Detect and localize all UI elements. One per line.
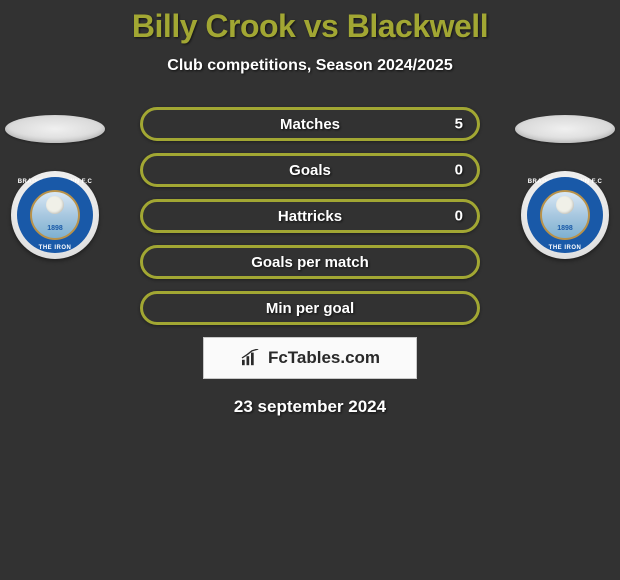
stat-label: Matches: [280, 116, 340, 133]
logo-outer-ring: BRAINTREE TOWN F.C 1898 THE IRON: [11, 171, 99, 259]
stat-label: Goals per match: [251, 254, 369, 271]
stat-label: Goals: [289, 162, 331, 179]
club-year: 1898: [32, 225, 78, 232]
date-text: 23 september 2024: [140, 397, 480, 417]
logo-ball-icon: [556, 196, 574, 214]
club-name-bottom: THE IRON: [521, 245, 609, 251]
stat-row-goals: Goals 0: [140, 153, 480, 187]
logo-inner-scene: 1898: [540, 190, 590, 240]
stat-value: 0: [455, 208, 463, 225]
brand-text: FcTables.com: [268, 348, 380, 368]
comparison-card: Billy Crook vs Blackwell Club competitio…: [0, 0, 620, 417]
main-area: BRAINTREE TOWN F.C 1898 THE IRON BRAINTR…: [0, 107, 620, 417]
stat-label: Hattricks: [278, 208, 342, 225]
page-title: Billy Crook vs Blackwell: [0, 8, 620, 45]
chart-icon: [240, 349, 262, 367]
stat-value: 5: [455, 116, 463, 133]
brand-box: FcTables.com: [203, 337, 417, 379]
player-photo-placeholder: [515, 115, 615, 143]
logo-blue-ring: 1898: [17, 177, 93, 253]
stat-value: 0: [455, 162, 463, 179]
stat-row-matches: Matches 5: [140, 107, 480, 141]
player-right-column: BRAINTREE TOWN F.C 1898 THE IRON: [510, 107, 620, 259]
logo-ball-icon: [46, 196, 64, 214]
stat-label: Min per goal: [266, 300, 354, 317]
logo-blue-ring: 1898: [527, 177, 603, 253]
player-photo-placeholder: [5, 115, 105, 143]
subtitle: Club competitions, Season 2024/2025: [0, 57, 620, 75]
stat-row-min-per-goal: Min per goal: [140, 291, 480, 325]
club-name-bottom: THE IRON: [11, 245, 99, 251]
player-left-column: BRAINTREE TOWN F.C 1898 THE IRON: [0, 107, 110, 259]
club-logo-right: BRAINTREE TOWN F.C 1898 THE IRON: [517, 171, 613, 259]
club-year: 1898: [542, 225, 588, 232]
stat-row-hattricks: Hattricks 0: [140, 199, 480, 233]
logo-outer-ring: BRAINTREE TOWN F.C 1898 THE IRON: [521, 171, 609, 259]
stat-row-goals-per-match: Goals per match: [140, 245, 480, 279]
stats-column: Matches 5 Goals 0 Hattricks 0 Goals per …: [140, 107, 480, 417]
club-logo-left: BRAINTREE TOWN F.C 1898 THE IRON: [7, 171, 103, 259]
logo-inner-scene: 1898: [30, 190, 80, 240]
